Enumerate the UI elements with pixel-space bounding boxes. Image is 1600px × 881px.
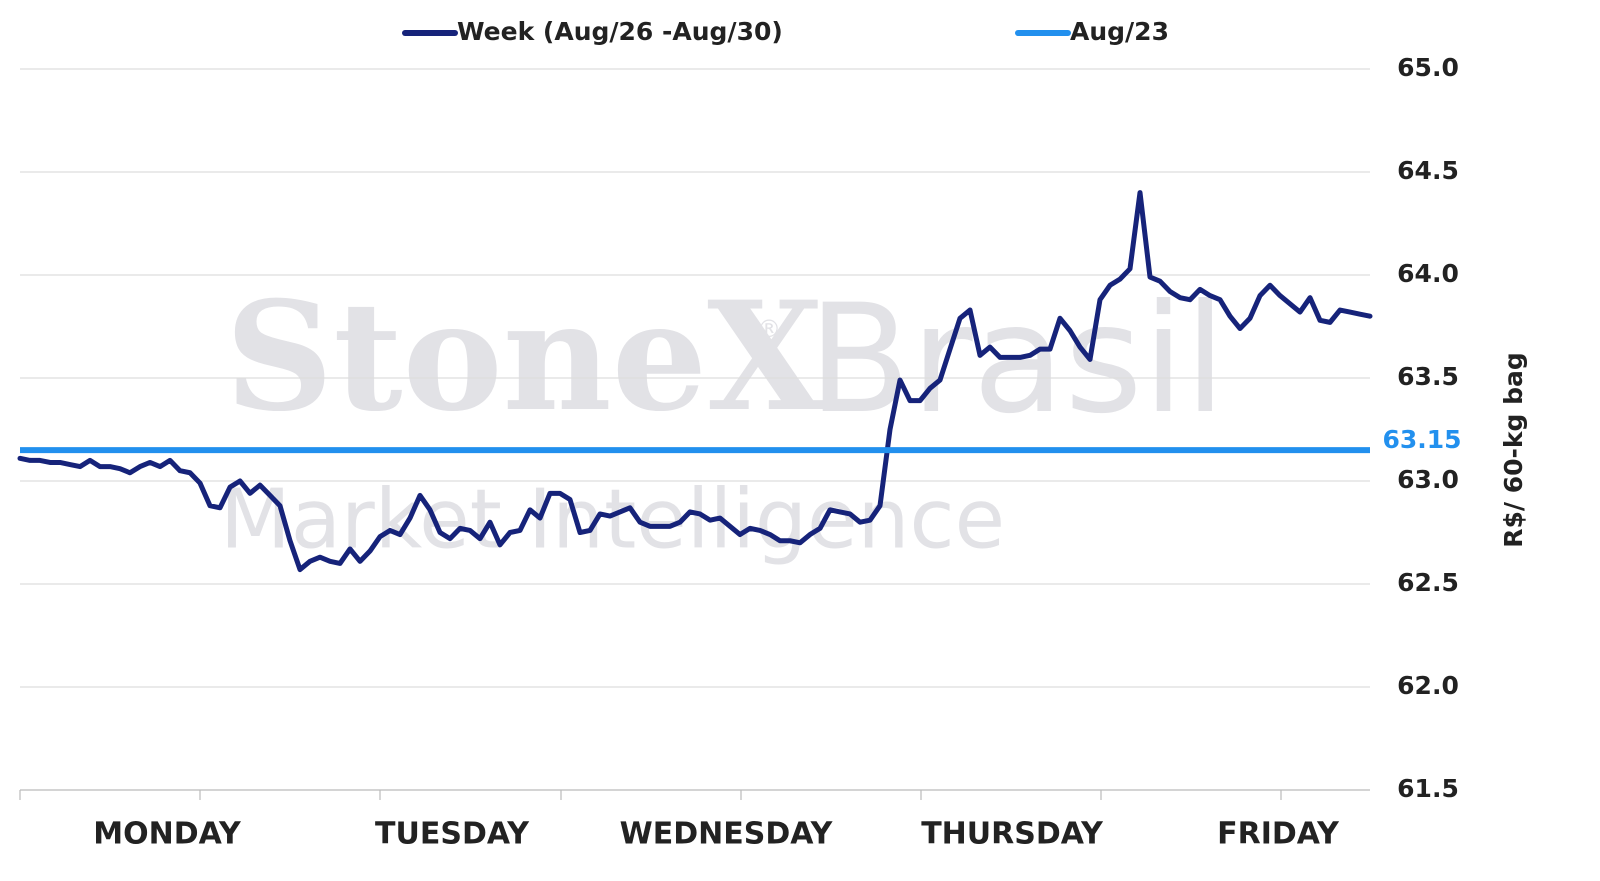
x-tick-label: THURSDAY	[921, 817, 1104, 852]
x-tick-label: MONDAY	[93, 817, 242, 852]
y-tick-label: 63.0	[1397, 465, 1459, 494]
x-tick-label: FRIDAY	[1217, 817, 1340, 852]
y-tick-label: 63.5	[1397, 362, 1459, 391]
watermark-text: Market Intelligence	[220, 472, 1005, 567]
y-axis-label: R$/ 60-kg bag	[1499, 352, 1528, 548]
watermark-text: Brasil	[808, 273, 1226, 447]
y-tick-label: 64.5	[1397, 156, 1459, 185]
watermark-text: StoneX	[225, 269, 824, 445]
x-tick-label: WEDNESDAY	[620, 817, 834, 852]
watermark-text: ®	[757, 315, 781, 343]
y-tick-label: 61.5	[1397, 774, 1459, 803]
value-label: 63.15	[1382, 425, 1461, 454]
line-series	[17, 190, 1373, 573]
legend-label: Week (Aug/26 -Aug/30)	[457, 17, 783, 46]
legend-label: Aug/23	[1070, 17, 1169, 46]
y-tick-label: 64.0	[1397, 259, 1459, 288]
y-tick-label: 62.5	[1397, 568, 1459, 597]
x-tick-label: TUESDAY	[375, 817, 530, 852]
y-tick-label: 65.0	[1397, 53, 1459, 82]
y-tick-label: 62.0	[1397, 671, 1459, 700]
